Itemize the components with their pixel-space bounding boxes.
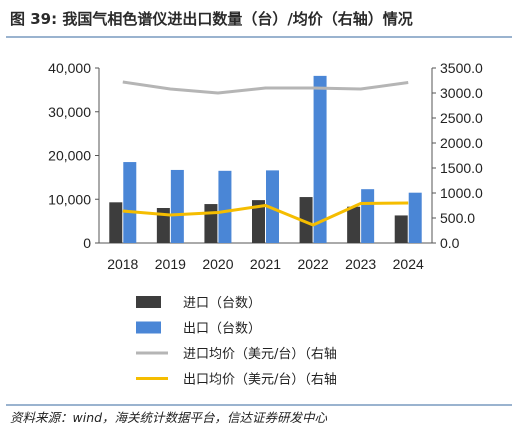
y-right-tick-label: 1500.0 bbox=[440, 160, 483, 176]
y-left-tick-label: 10,000 bbox=[48, 191, 91, 207]
x-tick-label: 2021 bbox=[250, 256, 281, 272]
export-count-bar-2023 bbox=[361, 189, 375, 243]
import-count-bar-2023 bbox=[347, 206, 361, 243]
x-tick-label: 2020 bbox=[202, 256, 233, 272]
y-right-tick-label: 2000.0 bbox=[440, 135, 483, 151]
export-count-bar-2019 bbox=[170, 169, 184, 243]
legend-label: 进口（台数） bbox=[183, 296, 261, 311]
source-divider bbox=[6, 404, 512, 406]
legend-label: 进口均价（美元/台）（右轴 bbox=[183, 347, 337, 362]
source-note: 资料来源：wind，海关统计数据平台，信达证券研发中心 bbox=[10, 410, 328, 425]
y-right-tick-label: 0.0 bbox=[440, 235, 460, 251]
export-count-bar-2018 bbox=[123, 162, 137, 243]
import-price-line bbox=[122, 80, 409, 95]
y-right-tick-label: 3500.0 bbox=[440, 60, 483, 76]
legend-label: 出口（台数） bbox=[183, 322, 261, 337]
y-right-tick-label: 1000.0 bbox=[440, 185, 483, 201]
y-right-tick-label: 2500.0 bbox=[440, 110, 483, 126]
title-divider bbox=[6, 36, 512, 38]
y-left-tick-label: 20,000 bbox=[48, 148, 91, 164]
x-tick-label: 2023 bbox=[345, 256, 376, 272]
chart-axes bbox=[95, 67, 436, 244]
y-right-tick-label: 500.0 bbox=[440, 210, 475, 226]
y-left-tick-label: 30,000 bbox=[48, 104, 91, 120]
chart-title: 图 39: 我国气相色谱仪进出口数量（台）/均价（右轴）情况 bbox=[10, 10, 413, 28]
legend-key-bar bbox=[136, 321, 161, 334]
y-left-tick-label: 0 bbox=[83, 235, 91, 251]
x-tick-label: 2022 bbox=[297, 256, 328, 272]
x-tick-label: 2024 bbox=[393, 256, 424, 272]
chart-bars bbox=[109, 75, 422, 243]
y-left-tick-label: 40,000 bbox=[48, 60, 91, 76]
export-count-bar-2024 bbox=[408, 192, 422, 243]
chart-canvas: 0 10,000 20,000 30,000 40,000 0.0 500.0 1000.0 1… bbox=[48, 60, 483, 388]
chart-ticks: 0 10,000 20,000 30,000 40,000 0.0 500.0 1000.0 1… bbox=[48, 60, 483, 272]
import-count-bar-2022 bbox=[299, 197, 313, 243]
export-count-bar-2020 bbox=[218, 170, 232, 243]
legend-key-bar bbox=[136, 296, 161, 308]
export-count-bar-2022 bbox=[313, 75, 327, 243]
import-count-bar-2020 bbox=[204, 204, 218, 243]
import-count-bar-2021 bbox=[252, 200, 265, 243]
import-count-bar-2018 bbox=[109, 202, 123, 243]
y-right-tick-label: 3000.0 bbox=[440, 85, 483, 101]
x-tick-label: 2018 bbox=[107, 256, 138, 272]
chart-lines bbox=[122, 80, 409, 227]
import-count-bar-2024 bbox=[394, 215, 408, 243]
x-tick-label: 2019 bbox=[155, 256, 186, 272]
export-count-bar-2021 bbox=[266, 170, 279, 243]
import-count-bar-2019 bbox=[156, 208, 170, 243]
legend-label: 出口均价（美元/台）（右轴 bbox=[183, 373, 337, 388]
